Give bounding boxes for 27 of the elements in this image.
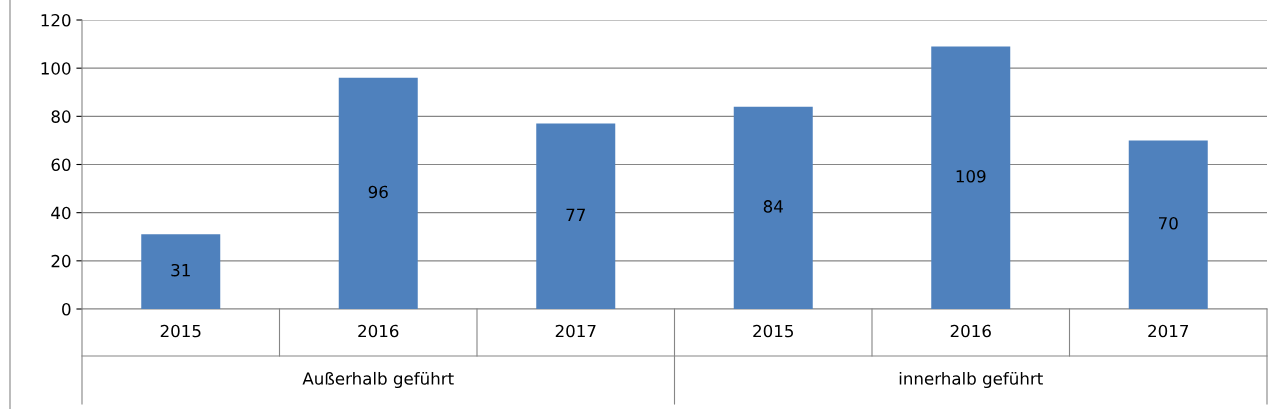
y-tick-label: 40	[51, 206, 71, 220]
bar	[141, 234, 221, 309]
y-tick-label: 120	[41, 13, 71, 27]
x-tick-label: 2017	[555, 324, 596, 338]
data-label: 77	[566, 208, 585, 221]
bar	[1128, 140, 1208, 309]
data-label: 96	[368, 185, 388, 199]
x-tick-label: 2015	[753, 324, 793, 338]
text: Außerhalb geführt	[302, 371, 454, 389]
data-label: 31	[171, 263, 190, 277]
y-tick-label: 60	[51, 158, 71, 172]
bar	[338, 77, 418, 309]
text: innerhalb geführt	[899, 371, 1043, 389]
y-tick-label: 20	[51, 254, 71, 268]
data-label: 109	[956, 169, 986, 183]
x-tick-label: 2015	[160, 324, 201, 338]
x-tick-label: 2016	[950, 324, 991, 338]
bar	[733, 106, 813, 309]
bar	[931, 46, 1011, 309]
y-tick-label: 80	[51, 110, 71, 123]
data-label: 70	[1159, 216, 1178, 230]
x-tick-label: 2016	[358, 324, 399, 338]
y-tick-label: 0	[62, 302, 71, 316]
y-tick-label: 100	[41, 62, 71, 75]
data-label: 84	[763, 200, 783, 213]
x-tick-label: 2017	[1148, 324, 1189, 338]
bar	[536, 123, 616, 309]
